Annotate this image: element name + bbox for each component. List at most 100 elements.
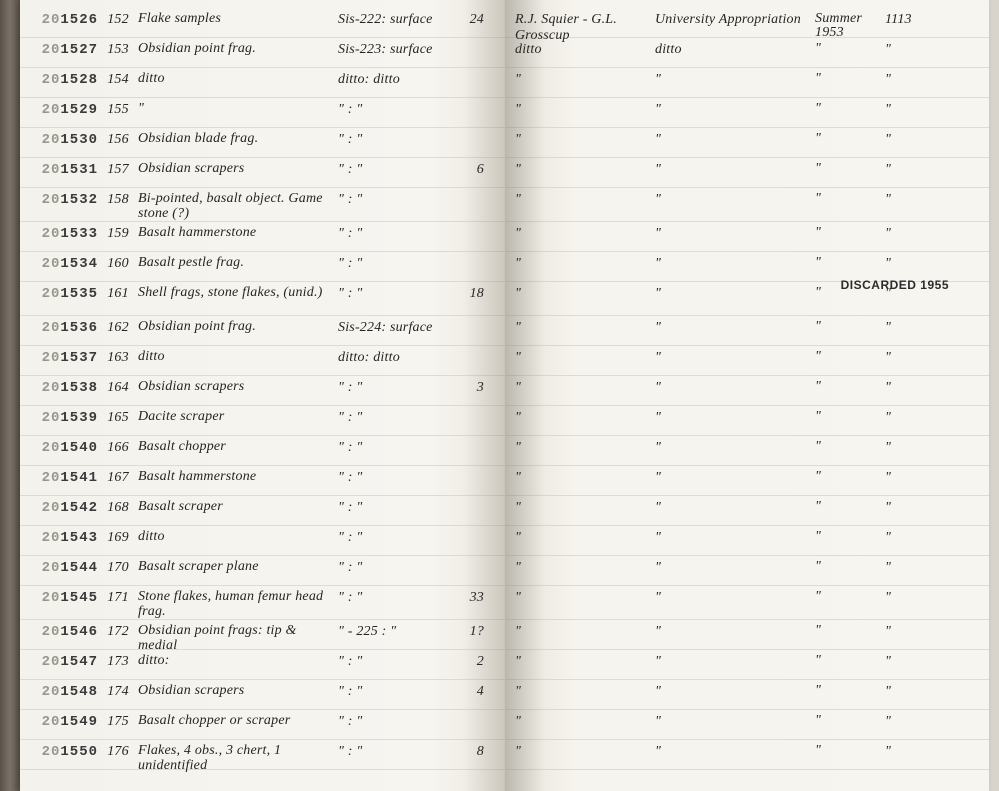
catalog-number: 201526 bbox=[20, 8, 98, 28]
ledger-row: 201535161Shell frags, stone flakes, (uni… bbox=[20, 282, 504, 316]
item-description: Basalt hammerstone bbox=[138, 222, 338, 241]
fund-cell: " bbox=[655, 158, 815, 178]
item-location: " : " bbox=[338, 252, 456, 272]
ref-cell: " bbox=[885, 222, 929, 242]
collector-cell: " bbox=[505, 620, 655, 640]
catalog-number: 201531 bbox=[20, 158, 98, 178]
ledger-row: 201549175Basalt chopper or scraper" : " bbox=[20, 710, 504, 740]
ledger-row: """" bbox=[505, 158, 989, 188]
season-cell: " bbox=[815, 158, 885, 176]
season-cell: " bbox=[815, 222, 885, 240]
collector-cell: " bbox=[505, 650, 655, 670]
collector-cell: " bbox=[505, 680, 655, 700]
item-location: " : " bbox=[338, 406, 456, 426]
item-location: " : " bbox=[338, 650, 456, 670]
item-number: 154 bbox=[98, 68, 138, 88]
item-description: Dacite scraper bbox=[138, 406, 338, 425]
ledger-row: 201543169ditto" : " bbox=[20, 526, 504, 556]
item-number: 167 bbox=[98, 466, 138, 486]
catalog-number: 201530 bbox=[20, 128, 98, 148]
season-cell: " bbox=[815, 128, 885, 146]
item-location: Sis-224: surface bbox=[338, 316, 456, 336]
ledger-row: """" bbox=[505, 466, 989, 496]
ledger-row: """" bbox=[505, 496, 989, 526]
item-location: " : " bbox=[338, 586, 456, 606]
ledger-row: 201541167Basalt hammerstone" : " bbox=[20, 466, 504, 496]
ledger-row: 201529155"" : " bbox=[20, 98, 504, 128]
item-quantity bbox=[456, 436, 488, 440]
ref-cell: " bbox=[885, 710, 929, 730]
catalog-number: 201535 bbox=[20, 282, 98, 302]
ledger-row: 201531157Obsidian scrapers" : "6 bbox=[20, 158, 504, 188]
item-location: ditto: ditto bbox=[338, 346, 456, 366]
item-location: " : " bbox=[338, 158, 456, 178]
ledger-row: """" bbox=[505, 710, 989, 740]
ledger-row: """" bbox=[505, 740, 989, 770]
ref-cell: " bbox=[885, 406, 929, 426]
fund-cell: " bbox=[655, 376, 815, 396]
ref-cell: " bbox=[885, 158, 929, 178]
season-cell: " bbox=[815, 98, 885, 116]
ref-cell: " bbox=[885, 128, 929, 148]
item-quantity bbox=[456, 128, 488, 132]
fund-cell: " bbox=[655, 222, 815, 242]
season-cell: " bbox=[815, 556, 885, 574]
collector-cell: " bbox=[505, 496, 655, 516]
season-cell: " bbox=[815, 650, 885, 668]
item-number: 166 bbox=[98, 436, 138, 456]
ledger-row: """" bbox=[505, 188, 989, 222]
ref-cell: " bbox=[885, 650, 929, 670]
item-description: Basalt chopper or scraper bbox=[138, 710, 338, 729]
collector-cell: " bbox=[505, 188, 655, 208]
item-quantity bbox=[456, 68, 488, 72]
item-description: ditto: bbox=[138, 650, 338, 669]
collector-cell: " bbox=[505, 98, 655, 118]
season-cell: " bbox=[815, 188, 885, 206]
fund-cell: ditto bbox=[655, 38, 815, 58]
collector-cell: " bbox=[505, 466, 655, 486]
item-number: 160 bbox=[98, 252, 138, 272]
fund-cell: " bbox=[655, 496, 815, 516]
item-number: 168 bbox=[98, 496, 138, 516]
item-quantity bbox=[456, 346, 488, 350]
item-quantity bbox=[456, 466, 488, 470]
season-cell: " bbox=[815, 346, 885, 364]
ledger-row: 201539165Dacite scraper" : " bbox=[20, 406, 504, 436]
ledger-row: """" bbox=[505, 128, 989, 158]
season-cell: " bbox=[815, 680, 885, 698]
collector-cell: " bbox=[505, 346, 655, 366]
season-cell: " bbox=[815, 68, 885, 86]
item-quantity bbox=[456, 98, 488, 102]
item-description: Obsidian point frag. bbox=[138, 38, 338, 57]
catalog-number: 201536 bbox=[20, 316, 98, 336]
item-quantity: 1? bbox=[456, 620, 488, 640]
ref-cell: " bbox=[885, 436, 929, 456]
catalog-number: 201545 bbox=[20, 586, 98, 606]
ref-cell: " bbox=[885, 586, 929, 606]
item-description: Obsidian scrapers bbox=[138, 376, 338, 395]
collector-cell: " bbox=[505, 436, 655, 456]
catalog-number: 201541 bbox=[20, 466, 98, 486]
ledger-row: """" bbox=[505, 556, 989, 586]
item-description: ditto bbox=[138, 346, 338, 365]
collector-cell: " bbox=[505, 556, 655, 576]
item-quantity: 3 bbox=[456, 376, 488, 396]
ref-cell: " bbox=[885, 496, 929, 516]
fund-cell: " bbox=[655, 346, 815, 366]
item-quantity: 2 bbox=[456, 650, 488, 670]
ledger-row: """" bbox=[505, 346, 989, 376]
item-number: 159 bbox=[98, 222, 138, 242]
catalog-number: 201547 bbox=[20, 650, 98, 670]
ledger-row: 201547173ditto:" : "2 bbox=[20, 650, 504, 680]
item-description: Stone flakes, human femur head frag. bbox=[138, 586, 338, 619]
catalog-number: 201544 bbox=[20, 556, 98, 576]
item-number: 175 bbox=[98, 710, 138, 730]
fund-cell: University Appropriation bbox=[655, 8, 815, 28]
item-number: 172 bbox=[98, 620, 138, 640]
catalog-number: 201548 bbox=[20, 680, 98, 700]
ledger-row: 201528154dittoditto: ditto bbox=[20, 68, 504, 98]
ledger-row: 201545171Stone flakes, human femur head … bbox=[20, 586, 504, 620]
item-quantity: 18 bbox=[456, 282, 488, 302]
collector-cell: " bbox=[505, 710, 655, 730]
ref-cell: " bbox=[885, 526, 929, 546]
